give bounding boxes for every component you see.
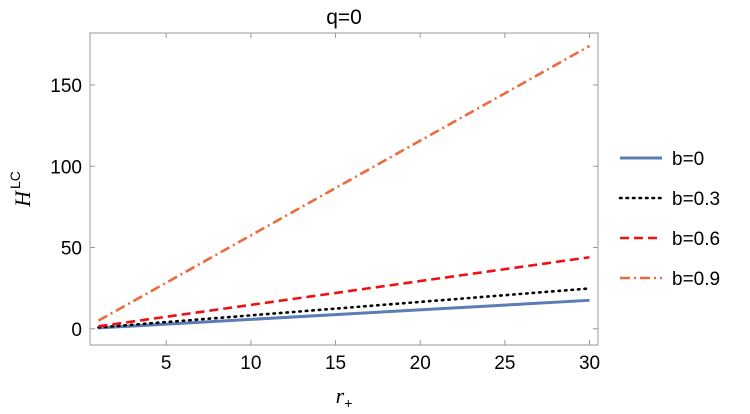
series-line-b-0-6 (98, 255, 590, 328)
x-tick-label: 25 (494, 353, 515, 374)
plot-frame (89, 32, 599, 346)
x-tick-label: 30 (579, 353, 600, 374)
x-axis-label-main: r (336, 383, 345, 408)
y-tick-label: 50 (61, 239, 82, 260)
y-tick-label: 150 (50, 76, 82, 97)
series-layer (97, 44, 591, 330)
series-line-b-0-9 (97, 44, 591, 322)
x-tick-label: 20 (410, 353, 431, 374)
y-axis-label: HLC (7, 171, 35, 208)
legend-label: b=0.3 (672, 189, 720, 210)
axis-ticks: 5 10 15 20 25 30 0 50 100 150 (50, 33, 600, 374)
series-line-b-0 (98, 298, 590, 330)
x-tick-label: 15 (325, 353, 346, 374)
legend-label: b=0 (672, 149, 704, 170)
x-axis-label: r+ (336, 383, 353, 411)
x-tick-label: 10 (240, 353, 261, 374)
x-axis-label-subscript: + (344, 395, 352, 411)
legend-label: b=0.6 (672, 229, 720, 250)
chart-title: q=0 (326, 6, 362, 29)
y-tick-label: 100 (50, 157, 82, 178)
series-line-b-0-3 (97, 287, 591, 329)
x-tick-label: 5 (161, 353, 172, 374)
legend: b=0 b=0.3 b=0.6 b=0.9 (618, 149, 720, 290)
y-axis-label-main: H (10, 190, 35, 208)
legend-label: b=0.9 (672, 269, 720, 290)
y-tick-label: 0 (71, 320, 82, 341)
y-axis-label-superscript: LC (7, 171, 23, 189)
